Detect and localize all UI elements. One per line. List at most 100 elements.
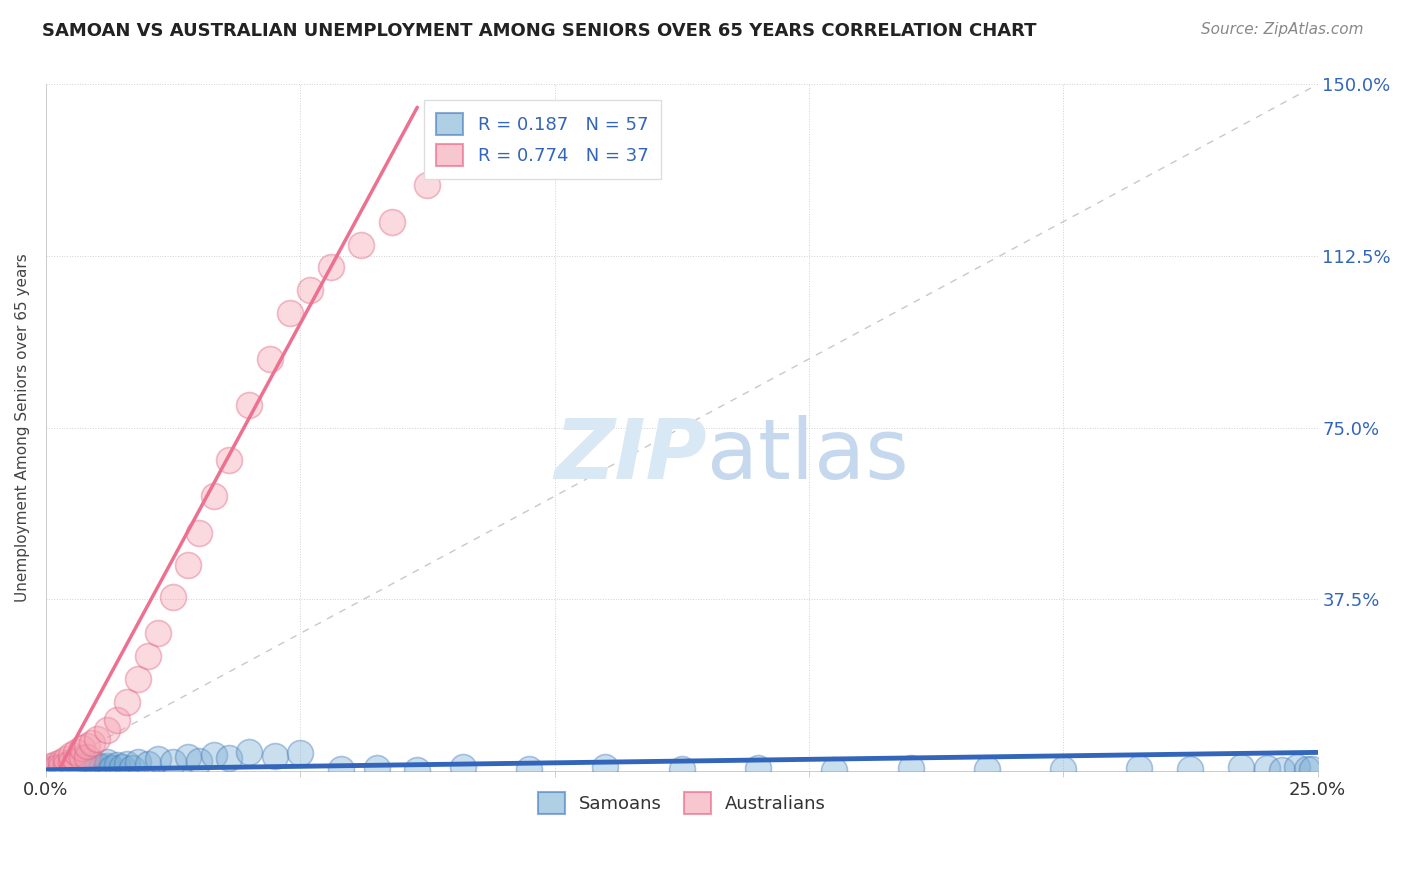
Australians [70,740,93,755]
Australians [299,283,322,297]
Samoans [1230,760,1253,774]
Samoans [76,760,98,774]
Australians [96,723,118,737]
Samoans [90,760,112,774]
Australians [76,739,98,753]
Australians [55,752,77,766]
Samoans [76,762,98,776]
Australians [86,731,108,746]
Samoans [127,755,149,769]
Samoans [51,761,73,775]
Australians [218,452,240,467]
Australians [416,178,439,193]
Australians [105,714,128,728]
Samoans [1271,763,1294,777]
Samoans [1256,761,1278,775]
Samoans [177,750,200,764]
Text: SAMOAN VS AUSTRALIAN UNEMPLOYMENT AMONG SENIORS OVER 65 YEARS CORRELATION CHART: SAMOAN VS AUSTRALIAN UNEMPLOYMENT AMONG … [42,22,1036,40]
Samoans [517,762,540,776]
Samoans [451,760,474,774]
Samoans [45,762,67,776]
Samoans [65,759,87,773]
Samoans [105,758,128,772]
Samoans [86,763,108,777]
Australians [80,736,103,750]
Samoans [96,759,118,773]
Australians [162,590,184,604]
Samoans [45,760,67,774]
Australians [259,351,281,366]
Samoans [80,756,103,771]
Y-axis label: Unemployment Among Seniors over 65 years: Unemployment Among Seniors over 65 years [15,253,30,602]
Text: atlas: atlas [707,415,908,496]
Samoans [111,759,134,773]
Australians [45,756,67,771]
Australians [51,755,73,769]
Samoans [60,760,83,774]
Samoans [70,761,93,775]
Australians [238,398,260,412]
Samoans [406,763,429,777]
Australians [127,672,149,686]
Australians [55,758,77,772]
Australians [45,761,67,775]
Samoans [218,751,240,765]
Legend: Samoans, Australians: Samoans, Australians [529,783,835,823]
Australians [136,649,159,664]
Samoans [117,757,139,772]
Samoans [238,745,260,759]
Samoans [55,759,77,773]
Samoans [900,761,922,775]
Samoans [263,748,285,763]
Australians [117,695,139,709]
Samoans [136,756,159,771]
Samoans [823,763,845,777]
Samoans [290,747,312,761]
Australians [65,754,87,768]
Samoans [51,763,73,777]
Text: ZIP: ZIP [554,415,707,496]
Text: Source: ZipAtlas.com: Source: ZipAtlas.com [1201,22,1364,37]
Samoans [65,762,87,776]
Samoans [39,763,62,777]
Samoans [366,761,388,775]
Australians [65,745,87,759]
Samoans [1052,762,1074,776]
Samoans [60,758,83,772]
Samoans [330,762,353,776]
Samoans [202,747,225,762]
Samoans [96,756,118,770]
Samoans [747,761,769,775]
Samoans [1128,761,1150,775]
Australians [177,558,200,572]
Australians [350,237,373,252]
Samoans [55,762,77,776]
Australians [60,747,83,762]
Samoans [70,758,93,772]
Australians [319,260,342,275]
Australians [70,751,93,765]
Australians [381,215,404,229]
Samoans [976,762,998,776]
Samoans [121,761,143,775]
Australians [76,750,98,764]
Samoans [86,757,108,772]
Australians [202,489,225,503]
Samoans [1296,762,1319,776]
Samoans [1180,762,1202,776]
Australians [39,762,62,776]
Samoans [162,756,184,770]
Samoans [595,760,617,774]
Australians [146,626,169,640]
Samoans [101,761,124,775]
Samoans [1286,760,1309,774]
Samoans [187,754,209,768]
Australians [39,759,62,773]
Australians [51,760,73,774]
Australians [187,525,209,540]
Australians [60,756,83,770]
Samoans [146,752,169,766]
Samoans [671,762,693,776]
Australians [278,306,301,320]
Samoans [1301,762,1323,776]
